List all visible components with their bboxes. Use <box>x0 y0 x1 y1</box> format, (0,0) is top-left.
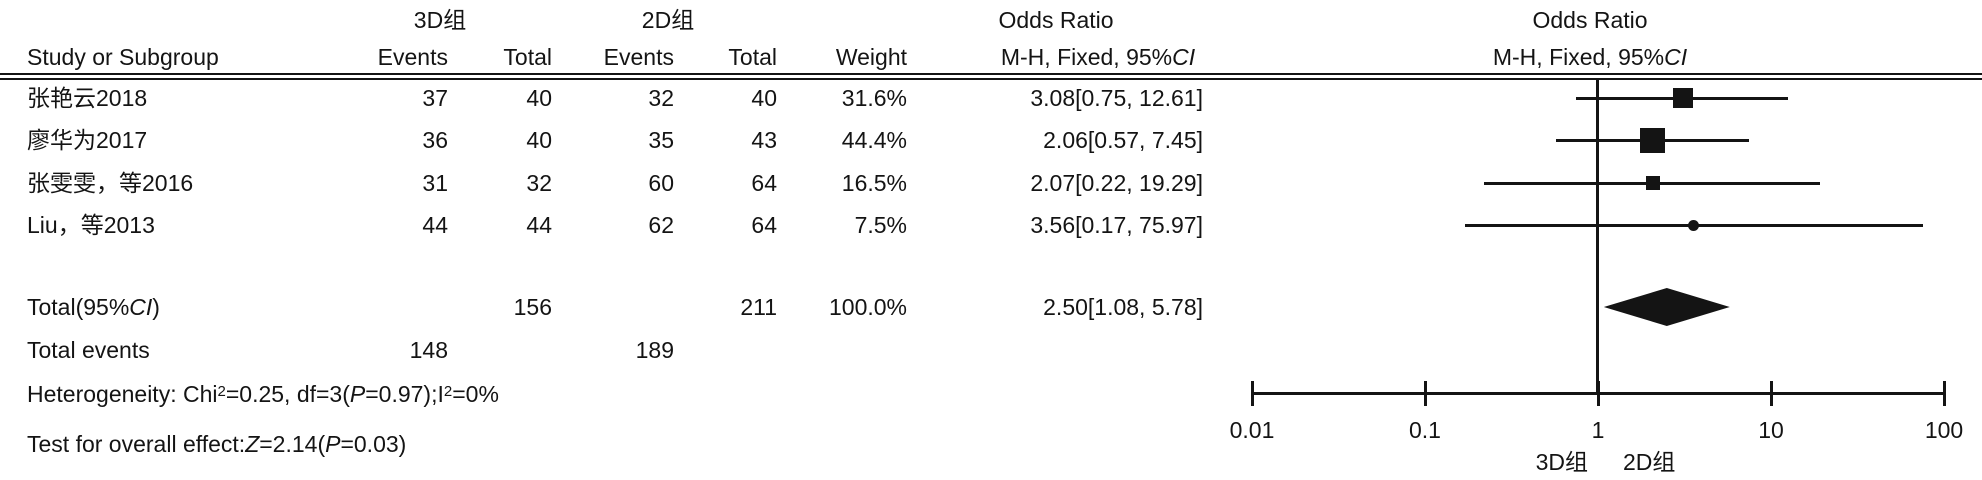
study-col-header: Study or Subgroup <box>27 44 219 70</box>
total-3d-cell: 40 <box>526 127 552 153</box>
mh-plot-header-text: M-H, Fixed, 95% <box>1492 44 1665 70</box>
events-2d-cell: 32 <box>648 85 674 111</box>
header-rule <box>0 73 1982 80</box>
het-t1: Heterogeneity: Chi <box>27 381 218 407</box>
favours-right-label: 2D组 <box>1623 449 1676 475</box>
group-header-2d: 2D组 <box>641 7 695 33</box>
x-axis-tick-label: 10 <box>1758 417 1784 443</box>
total-label-ci: CI <box>129 294 153 320</box>
total-3d-cell: 32 <box>526 170 552 196</box>
x-axis-tick <box>1423 381 1427 406</box>
events-3d-header: Events <box>377 44 448 70</box>
x-axis-tick <box>1769 381 1773 406</box>
x-axis-tick-label: 1 <box>1591 417 1605 443</box>
het-p: P <box>349 381 366 407</box>
favours-left-label: 3D组 <box>1535 449 1588 475</box>
x-axis-tick <box>1942 381 1946 406</box>
het-sup2: 2 <box>443 383 453 400</box>
mh-column-header-text: M-H, Fixed, 95% <box>1000 44 1173 70</box>
oe-p: P <box>325 431 341 457</box>
total-weight: 100.0% <box>828 294 907 320</box>
or-ci-cell: 3.56[0.17, 75.97] <box>1030 212 1203 238</box>
x-axis-tick-label: 0.01 <box>1229 417 1275 443</box>
x-axis-tick <box>1596 381 1600 406</box>
total-2d-cell: 64 <box>751 212 777 238</box>
total-3d-n: 156 <box>513 294 552 320</box>
study-label: Liu，等2013 <box>27 212 155 238</box>
weight-cell: 44.4% <box>841 127 907 153</box>
total-label-pre: Total(95% <box>27 294 130 320</box>
events-2d-cell: 62 <box>648 212 674 238</box>
or-column-title: Odds Ratio <box>998 7 1114 33</box>
events-2d-cell: 60 <box>648 170 674 196</box>
group-header-3d: 3D组 <box>413 7 467 33</box>
oe-t3: =0.03) <box>340 431 407 457</box>
effect-marker <box>1645 176 1660 190</box>
mh-plot-header: M-H, Fixed, 95%CI <box>1390 42 1790 72</box>
total-events-label: Total events <box>27 337 150 363</box>
total-3d-cell: 40 <box>526 85 552 111</box>
overall-effect-text: Test for overall effect:Z=2.14(P=0.03) <box>27 429 406 459</box>
effect-marker <box>1687 219 1699 231</box>
oe-t1: Test for overall effect: <box>27 431 246 457</box>
total-2d-n: 211 <box>740 294 777 320</box>
weight-cell: 16.5% <box>841 170 907 196</box>
events-3d-cell: 31 <box>422 170 448 196</box>
het-sup1: 2 <box>217 383 226 400</box>
oe-z: Z <box>245 431 260 457</box>
or-ci-cell: 2.06[0.57, 7.45] <box>1043 127 1203 153</box>
total-2d-cell: 43 <box>751 127 777 153</box>
x-axis-tick-label: 100 <box>1924 417 1964 443</box>
total-3d-header: Total <box>503 44 552 70</box>
total-events-2d: 189 <box>635 337 674 363</box>
events-2d-cell: 35 <box>648 127 674 153</box>
or-ci-cell: 2.07[0.22, 19.29] <box>1030 170 1203 196</box>
study-label: 张艳云2018 <box>27 85 148 111</box>
study-label: 廖华为2017 <box>27 127 148 153</box>
oe-t2: =2.14( <box>259 431 326 457</box>
total-2d-cell: 64 <box>751 170 777 196</box>
het-t2: =0.25, df=3( <box>225 381 350 407</box>
events-2d-header: Events <box>603 44 674 70</box>
weight-header: Weight <box>835 44 907 70</box>
effect-marker <box>1639 127 1665 153</box>
or-ci-cell: 3.08[0.75, 12.61] <box>1030 85 1203 111</box>
events-3d-cell: 36 <box>422 127 448 153</box>
no-effect-line <box>1596 80 1599 393</box>
total-2d-cell: 40 <box>751 85 777 111</box>
mh-column-header: M-H, Fixed, 95%CI <box>898 42 1298 72</box>
x-axis-tick-label: 0.1 <box>1409 417 1441 443</box>
mh-plot-header-ci: CI <box>1664 44 1688 70</box>
study-label: 张雯雯，等2016 <box>27 170 194 196</box>
plot-title: Odds Ratio <box>1532 7 1648 33</box>
total-diamond <box>1603 288 1730 326</box>
mh-column-header-ci: CI <box>1172 44 1196 70</box>
total-2d-header: Total <box>728 44 777 70</box>
total-3d-cell: 44 <box>526 212 552 238</box>
events-3d-cell: 44 <box>422 212 448 238</box>
weight-cell: 31.6% <box>841 85 907 111</box>
total-events-3d: 148 <box>409 337 448 363</box>
weight-cell: 7.5% <box>854 212 907 238</box>
total-label-post: ) <box>152 294 160 320</box>
effect-marker <box>1672 88 1693 108</box>
het-t3: =0.97);I <box>365 381 444 407</box>
x-axis-tick <box>1250 381 1254 406</box>
heterogeneity-text: Heterogeneity: Chi2=0.25, df=3(P=0.97);I… <box>27 377 499 407</box>
het-t4: =0% <box>452 381 499 407</box>
events-3d-cell: 37 <box>422 85 448 111</box>
total-row-label: Total(95%CI) <box>27 292 160 322</box>
total-or-ci-text: 2.50[1.08, 5.78] <box>1043 294 1203 320</box>
